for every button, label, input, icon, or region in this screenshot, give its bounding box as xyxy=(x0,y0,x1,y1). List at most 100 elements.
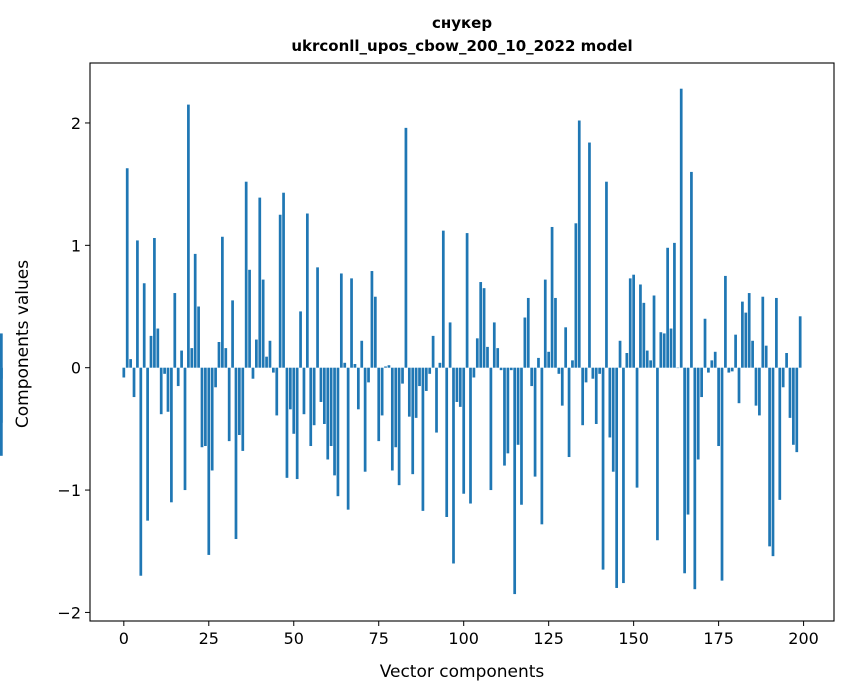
bar-51 xyxy=(295,367,299,480)
bar-125 xyxy=(547,351,551,368)
bar-54 xyxy=(305,213,309,368)
bar-139 xyxy=(594,367,598,424)
bar-25 xyxy=(207,367,211,555)
bar-5 xyxy=(139,367,143,576)
bar-43 xyxy=(268,340,272,368)
bar-192 xyxy=(775,297,778,368)
bar-142 xyxy=(605,181,608,368)
bar-111 xyxy=(499,367,503,371)
bar-96 xyxy=(448,322,452,368)
bar-181 xyxy=(737,367,741,404)
bar-63 xyxy=(336,367,340,497)
bar-197 xyxy=(792,367,795,445)
bar-34 xyxy=(238,367,241,435)
bar-188 xyxy=(761,296,765,368)
y-tick-label: −1 xyxy=(57,481,81,500)
bar-143 xyxy=(608,367,612,438)
bar-158 xyxy=(659,332,663,368)
bar-122 xyxy=(537,357,540,368)
x-tick-label: 200 xyxy=(788,629,819,648)
y-tick-label: −2 xyxy=(57,603,81,622)
bar-20 xyxy=(190,348,194,368)
bar-194 xyxy=(781,367,785,388)
bar-100 xyxy=(462,367,466,494)
bar-60 xyxy=(326,367,330,460)
bar-67 xyxy=(350,278,353,368)
bar-133 xyxy=(574,223,578,368)
bar-56 xyxy=(312,367,316,426)
bar-136 xyxy=(584,367,588,383)
bar-0 xyxy=(122,367,126,378)
bar-116 xyxy=(516,367,520,445)
bar-17 xyxy=(180,350,183,368)
bar-50 xyxy=(292,367,296,434)
bar-132 xyxy=(571,360,574,368)
bar-186 xyxy=(754,367,758,406)
y-tick-label: 2 xyxy=(71,114,81,133)
bar-7 xyxy=(146,367,149,521)
bar-85 xyxy=(411,367,415,475)
bar-120 xyxy=(530,367,534,387)
bar-123 xyxy=(540,367,544,525)
bar-170 xyxy=(700,367,703,398)
x-tick-label: 100 xyxy=(448,629,479,648)
bar-36 xyxy=(244,181,248,368)
bar-198 xyxy=(795,367,799,453)
bar-48 xyxy=(285,367,289,478)
x-tick-label: 50 xyxy=(284,629,304,648)
bar-1 xyxy=(125,168,129,368)
bar-16 xyxy=(176,367,180,387)
bar-53 xyxy=(302,367,306,415)
bar-62 xyxy=(333,367,336,476)
bar-137 xyxy=(588,142,591,368)
x-tick-label: 75 xyxy=(369,629,389,648)
bar-146 xyxy=(618,340,622,368)
bar-42 xyxy=(265,356,268,368)
bar-13 xyxy=(166,367,170,412)
bar-23 xyxy=(200,367,204,448)
bar-59 xyxy=(322,367,326,424)
bar-166 xyxy=(686,367,690,515)
bar-176 xyxy=(720,367,724,581)
bar-173 xyxy=(710,360,714,368)
bar-191 xyxy=(771,367,775,557)
bar-77 xyxy=(384,366,387,368)
bar-64 xyxy=(339,273,343,368)
bar-27 xyxy=(214,367,217,388)
bar-57 xyxy=(316,267,319,368)
bar-127 xyxy=(554,297,557,368)
bar-75 xyxy=(377,367,381,442)
bar-193 xyxy=(778,367,782,500)
bar-58 xyxy=(319,367,323,402)
bar-61 xyxy=(329,367,333,447)
bar-52 xyxy=(299,311,302,368)
bar-70 xyxy=(360,340,364,368)
bar-126 xyxy=(550,226,554,368)
bar-119 xyxy=(526,297,530,368)
bar-21 xyxy=(193,253,197,368)
bar-88 xyxy=(421,367,425,511)
bar-101 xyxy=(465,233,469,368)
bar-175 xyxy=(717,367,720,447)
bar-134 xyxy=(577,120,581,368)
bar-46 xyxy=(278,214,282,368)
bar-81 xyxy=(397,367,401,486)
bar-179 xyxy=(730,367,734,372)
bar-147 xyxy=(622,367,625,584)
bar-84 xyxy=(407,367,411,417)
bar-153 xyxy=(642,302,646,368)
bar-91 xyxy=(431,335,435,368)
bar-99 xyxy=(458,367,462,407)
bar-19 xyxy=(187,104,190,368)
bar-94 xyxy=(441,230,445,368)
y-tick-label: 0 xyxy=(71,359,81,378)
bar-31 xyxy=(227,367,231,442)
x-tick-label: 25 xyxy=(199,629,219,648)
bar-185 xyxy=(751,340,754,368)
bar-18 xyxy=(183,367,187,491)
chart-subtitle: ukrconll_upos_cbow_200_10_2022 model xyxy=(291,37,632,55)
bar-89 xyxy=(424,367,428,391)
x-tick-label: 0 xyxy=(119,629,129,648)
bar-145 xyxy=(615,367,619,588)
